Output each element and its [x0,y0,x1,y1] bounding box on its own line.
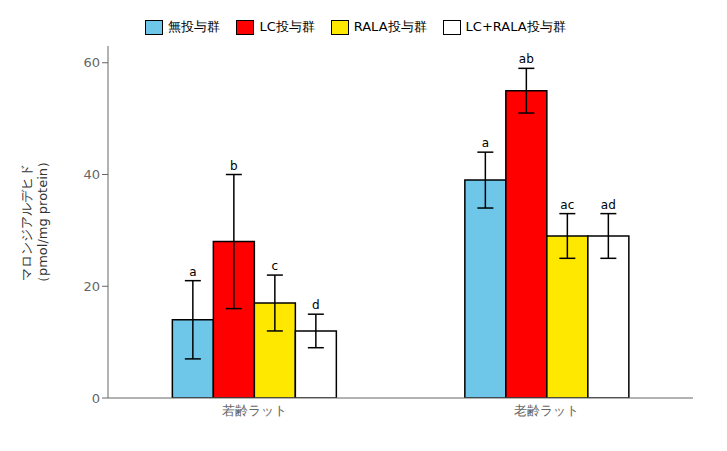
html-text:LC投与群: LC投与群 [259,19,315,34]
svg-text:20: 20 [83,279,100,294]
svg-text:マロンジアルデヒド（pmol/mg protein）: マロンジアルデヒド（pmol/mg protein） [19,155,50,289]
svg-text:ad: ad [601,198,616,212]
svg-text:40: 40 [83,167,100,182]
html-text:RALA投与群: RALA投与群 [353,19,427,34]
svg-text:b: b [230,159,238,173]
svg-text:老齢ラット: 老齢ラット [514,403,579,418]
svg-text:ab: ab [519,52,534,66]
svg-text:60: 60 [83,55,100,70]
svg-text:c: c [272,259,279,273]
svg-text:a: a [482,136,489,150]
svg-text:ac: ac [560,198,574,212]
svg-text:若齢ラット: 若齢ラット [222,403,287,418]
html-text:LC+RALA投与群: LC+RALA投与群 [465,19,566,34]
svg-text:a: a [189,265,196,279]
svg-text:0: 0 [92,391,100,406]
svg-text:d: d [312,298,320,312]
html-text:無投与群: 無投与群 [168,19,221,34]
